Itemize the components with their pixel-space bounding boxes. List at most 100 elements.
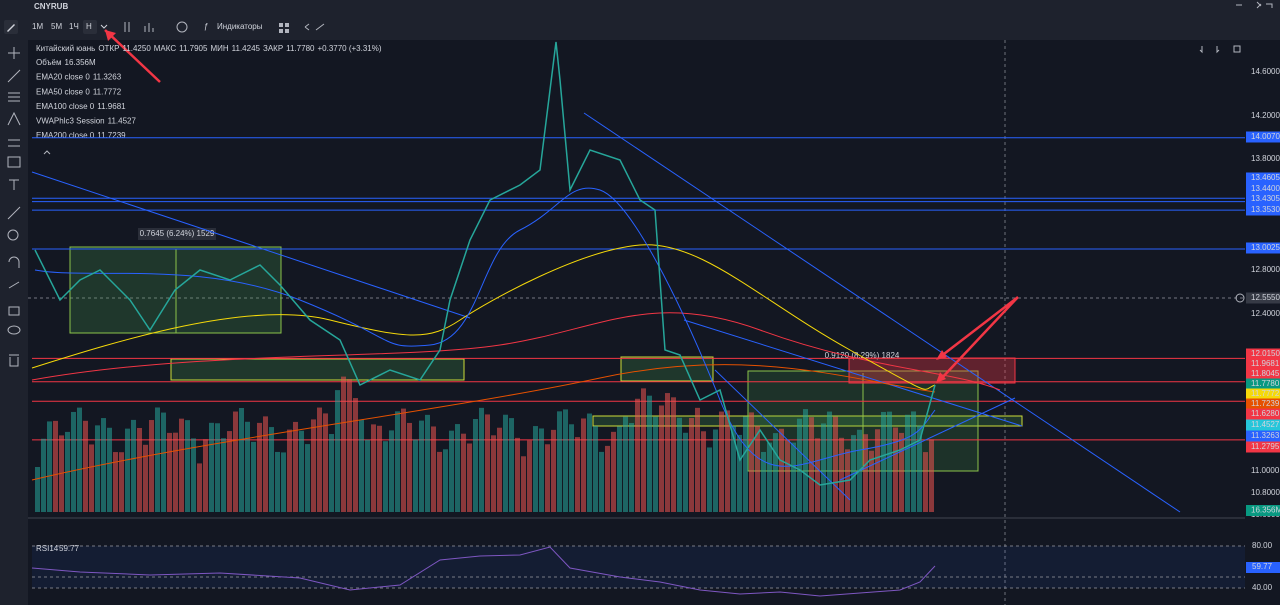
volume-bar (695, 407, 700, 512)
volume-bar (533, 426, 538, 512)
volume-bar (449, 430, 454, 512)
volume-bar (95, 425, 100, 512)
window-controls[interactable] (1236, 1, 1273, 9)
rsi-axis-label: 59.77 (1252, 562, 1273, 571)
price-label: 11.9681 (1251, 359, 1280, 368)
interval-button[interactable]: Н (86, 22, 92, 31)
price-label-bg (1246, 242, 1280, 254)
volume-bar (815, 438, 820, 512)
volume-bar (599, 451, 604, 512)
volume-bar (617, 426, 622, 512)
legend-low-label: МИН (210, 44, 228, 53)
volume-bar (299, 430, 304, 512)
pencil-icon (7, 24, 15, 32)
add-alert-button[interactable] (1235, 293, 1245, 303)
volume-bar (83, 420, 88, 512)
volume-bar (527, 440, 532, 512)
volume-bar (329, 434, 334, 512)
legend-high-label: МАКС (154, 44, 177, 53)
symbol[interactable]: CNYRUB (34, 2, 68, 11)
volume-bar (467, 443, 472, 512)
volume-bar (737, 434, 742, 512)
pane-buttons[interactable] (1199, 45, 1241, 54)
collapse-legend (43, 150, 51, 155)
price-label-bg (1246, 292, 1280, 304)
volume-bar (203, 439, 208, 512)
volume-bar (383, 441, 388, 512)
indicator-value: 11.7772 (93, 87, 122, 96)
volume-bar (485, 414, 490, 512)
chart-type-icons[interactable] (124, 22, 154, 32)
interval-button[interactable]: 1M (32, 22, 43, 31)
dropdown-icon[interactable] (100, 24, 108, 29)
volume-bar (749, 412, 754, 512)
volume-bar (761, 451, 766, 512)
trend-lines (31, 112, 1181, 513)
volume-bar (683, 432, 688, 512)
legend-open: 11.4250 (122, 44, 151, 53)
price-label: 12.4000 (1251, 309, 1280, 318)
volume-bar (629, 423, 634, 512)
ema20-line (34, 187, 936, 467)
volume-bar (755, 425, 760, 512)
price-label: 12.0150 (1251, 349, 1280, 358)
price-label: 13.3530 (1251, 205, 1280, 214)
price-label: 14.6000 (1251, 67, 1280, 76)
volume-bar (425, 414, 430, 512)
volume-bar (167, 432, 172, 512)
price-label-bg (1246, 408, 1280, 420)
compare-button[interactable] (176, 21, 188, 33)
drawing-tools[interactable] (7, 47, 21, 367)
volume-bar (323, 413, 328, 512)
price-label: 13.0025 (1251, 243, 1280, 252)
volume-bar (671, 397, 676, 512)
volume-bar (347, 379, 352, 512)
interval-button[interactable]: 1Ч (69, 22, 79, 31)
volume-bar (251, 441, 256, 512)
indicators-button[interactable]: Индикаторы (217, 22, 263, 31)
price-label: 11.2795 (1251, 442, 1280, 451)
price-label: 11.0000 (1251, 466, 1280, 475)
measure-label: 0.7645 (6.24%) 1529 (140, 229, 215, 238)
volume-bar (899, 432, 904, 512)
volume-bar (443, 449, 448, 512)
volume-bar (491, 435, 496, 512)
volume-bar (791, 442, 796, 512)
indicator-name: EMA200 close 0 (36, 131, 95, 140)
layouts-button[interactable] (279, 23, 289, 33)
price-label-bg (1246, 348, 1280, 360)
volume-bar (119, 452, 124, 512)
volume-bar (185, 420, 190, 512)
volume-bar (365, 439, 370, 512)
volume-bar (197, 463, 202, 512)
price-label: 11.7772 (1251, 389, 1280, 398)
volume-bar (551, 429, 556, 512)
interval-button[interactable]: 5M (51, 22, 62, 31)
price-label-bg (1246, 430, 1280, 442)
volume-bar (743, 416, 748, 512)
rsi-axis-label: 40.00 (1252, 583, 1273, 592)
indicator-value: 11.9681 (97, 102, 126, 111)
volume-bar (521, 456, 526, 512)
indicator-name: VWAPhlc3 Session (36, 117, 105, 126)
volume-bar (911, 411, 916, 512)
price-label: 14.0070 (1251, 132, 1280, 141)
price-label-bg (1246, 131, 1280, 143)
volume-bar (239, 408, 244, 512)
price-label: 13.8000 (1251, 154, 1280, 163)
volume-bar (923, 452, 928, 512)
zone-box (620, 356, 714, 382)
volume-label-bg (1246, 505, 1280, 516)
volume-bar (539, 428, 544, 512)
volume-bar (563, 409, 568, 512)
undo-redo[interactable] (304, 23, 325, 31)
volume-bar (473, 418, 478, 512)
volume-bar (53, 420, 58, 512)
volume-bar (191, 438, 196, 512)
price-label: 13.4400 (1251, 184, 1280, 193)
volume-bar (779, 428, 784, 512)
volume-bar (587, 413, 592, 512)
volume-bar (869, 450, 874, 512)
indicator-value: 11.7239 (97, 131, 126, 140)
rsi-axis-label: 80.00 (1252, 541, 1273, 550)
